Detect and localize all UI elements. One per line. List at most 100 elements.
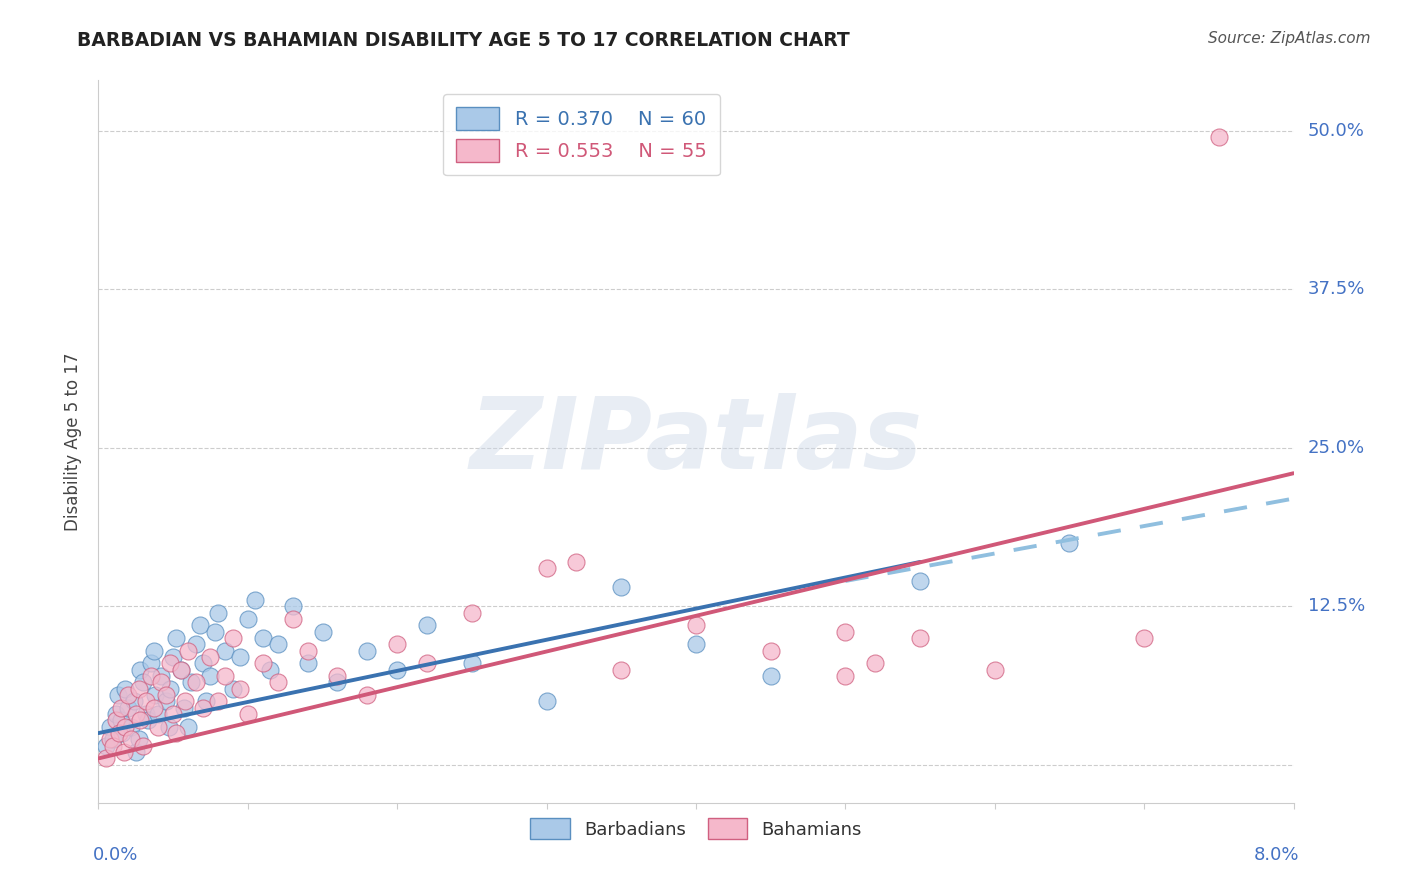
Point — [98, 732, 122, 747]
Point — [159, 657, 181, 671]
Point — [120, 732, 142, 747]
Point — [98, 720, 122, 734]
Point — [259, 663, 281, 677]
Point — [184, 637, 207, 651]
Point — [385, 637, 409, 651]
Point — [132, 675, 155, 690]
Point — [834, 624, 856, 639]
Point — [759, 669, 782, 683]
Point — [117, 688, 139, 702]
Point — [281, 599, 304, 614]
Point — [356, 688, 378, 702]
Text: BARBADIAN VS BAHAMIAN DISABILITY AGE 5 TO 17 CORRELATION CHART: BARBADIAN VS BAHAMIAN DISABILITY AGE 5 T… — [77, 31, 851, 50]
Point — [184, 675, 207, 690]
Point — [416, 657, 439, 671]
Point — [173, 700, 195, 714]
Point — [536, 561, 558, 575]
Point — [165, 726, 187, 740]
Point — [114, 681, 136, 696]
Point — [229, 681, 252, 696]
Point — [129, 714, 152, 728]
Point — [114, 720, 136, 734]
Point — [162, 650, 184, 665]
Point — [155, 694, 177, 708]
Point — [159, 681, 181, 696]
Point — [297, 643, 319, 657]
Point — [128, 681, 150, 696]
Point — [165, 631, 187, 645]
Point — [267, 675, 290, 690]
Point — [191, 700, 214, 714]
Point — [267, 637, 290, 651]
Point — [326, 675, 349, 690]
Point — [222, 631, 245, 645]
Point — [214, 669, 236, 683]
Point — [169, 663, 191, 677]
Point — [685, 618, 707, 632]
Point — [207, 606, 229, 620]
Point — [908, 574, 931, 588]
Point — [103, 739, 125, 753]
Point — [132, 739, 155, 753]
Point — [157, 720, 180, 734]
Text: 12.5%: 12.5% — [1308, 598, 1365, 615]
Point — [142, 700, 165, 714]
Point — [94, 751, 117, 765]
Point — [200, 650, 222, 665]
Point — [129, 663, 152, 677]
Point — [143, 688, 166, 702]
Point — [356, 643, 378, 657]
Text: 50.0%: 50.0% — [1308, 122, 1365, 140]
Point — [108, 726, 131, 740]
Point — [1059, 536, 1081, 550]
Text: 0.0%: 0.0% — [93, 847, 138, 864]
Point — [834, 669, 856, 683]
Point — [245, 593, 267, 607]
Point — [117, 700, 139, 714]
Point — [105, 714, 128, 728]
Point — [162, 707, 184, 722]
Point — [177, 720, 200, 734]
Point — [204, 624, 226, 639]
Point — [155, 688, 177, 702]
Text: ZIPatlas: ZIPatlas — [470, 393, 922, 490]
Point — [311, 624, 333, 639]
Point — [112, 745, 135, 759]
Point — [461, 606, 484, 620]
Point — [565, 555, 588, 569]
Point — [908, 631, 931, 645]
Y-axis label: Disability Age 5 to 17: Disability Age 5 to 17 — [65, 352, 83, 531]
Point — [416, 618, 439, 632]
Point — [252, 631, 274, 645]
Point — [111, 726, 134, 740]
Point — [150, 675, 173, 690]
Point — [222, 681, 245, 696]
Point — [297, 657, 319, 671]
Point — [148, 720, 170, 734]
Point — [169, 663, 191, 677]
Point — [236, 707, 259, 722]
Point — [207, 694, 229, 708]
Point — [326, 669, 349, 683]
Text: 8.0%: 8.0% — [1254, 847, 1299, 864]
Point — [139, 657, 162, 671]
Point — [135, 694, 157, 708]
Point — [105, 707, 128, 722]
Point — [180, 675, 202, 690]
Text: 37.5%: 37.5% — [1308, 280, 1365, 299]
Point — [984, 663, 1007, 677]
Point — [188, 618, 211, 632]
Point — [1208, 130, 1230, 145]
Point — [148, 707, 170, 722]
Point — [191, 657, 214, 671]
Point — [610, 663, 633, 677]
Point — [107, 688, 129, 702]
Point — [865, 657, 887, 671]
Point — [759, 643, 782, 657]
Point — [536, 694, 558, 708]
Point — [94, 739, 117, 753]
Point — [120, 720, 142, 734]
Point — [281, 612, 304, 626]
Point — [385, 663, 409, 677]
Point — [214, 643, 236, 657]
